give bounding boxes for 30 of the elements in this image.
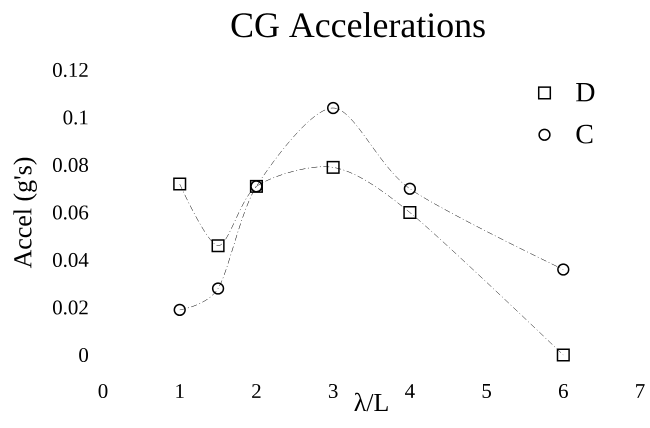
y-tick-label: 0.08: [52, 158, 88, 172]
x-tick-label: 6: [558, 384, 568, 398]
point: [174, 304, 186, 316]
point: [212, 239, 225, 252]
x-tick-label: 2: [252, 384, 261, 398]
x-tick-label: 1: [176, 384, 184, 398]
x-axis-title: λ/L: [354, 392, 388, 412]
point: [556, 348, 570, 362]
point: [212, 282, 224, 295]
point: [173, 177, 186, 191]
point: [557, 263, 570, 276]
point: [404, 182, 416, 195]
y-tick-label: 0.06: [52, 205, 88, 220]
point: [326, 160, 340, 174]
x-tick-label: 3: [328, 384, 338, 398]
chart-title: CG Accelerations: [232, 12, 485, 38]
y-tick-label: 0.1: [63, 110, 88, 125]
y-tick-label: 0: [79, 348, 88, 362]
point: [403, 206, 416, 220]
y-tick-label: 0.04: [52, 252, 88, 268]
legend-label: D: [576, 83, 594, 102]
y-axis-title: Accel (g's): [13, 158, 37, 268]
x-tick-label: 5: [482, 384, 491, 398]
x-tick-label: 4: [405, 384, 415, 398]
legend-label: C: [576, 124, 592, 144]
x-tick-label: 0: [98, 384, 108, 398]
point: [326, 102, 340, 114]
y-tick-label: 0.02: [52, 300, 88, 315]
y-tick-label: 0.12: [52, 62, 88, 78]
x-tick-label: 7: [636, 384, 645, 398]
